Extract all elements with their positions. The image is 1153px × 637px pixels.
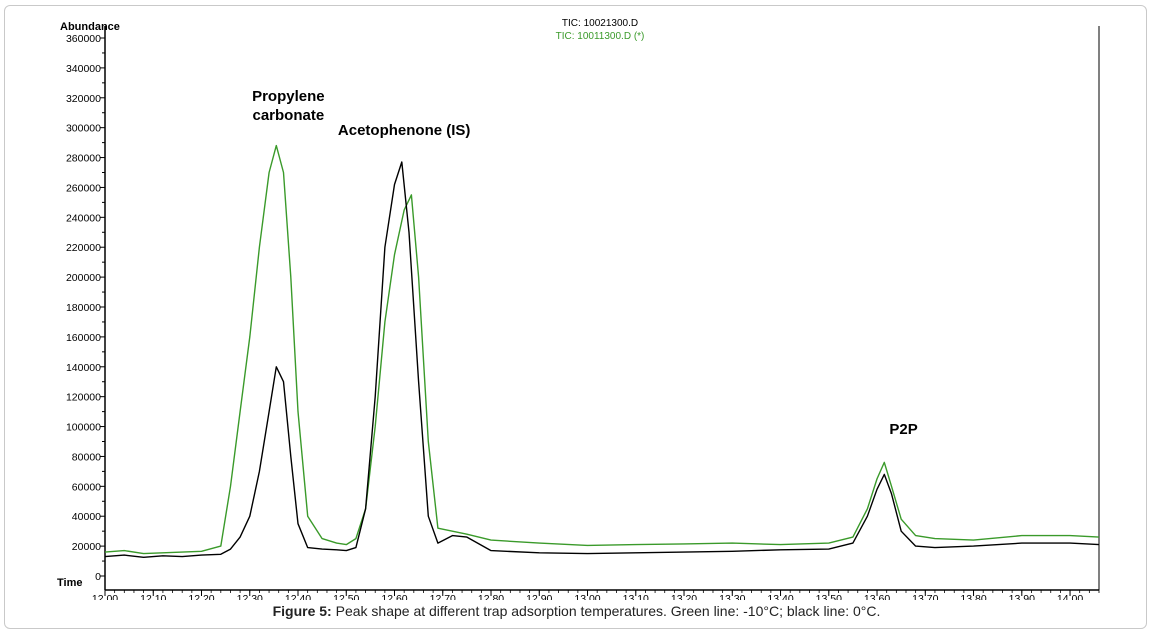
x-tick-label: 12.90 bbox=[526, 593, 552, 600]
x-tick-label: 12.00 bbox=[92, 593, 118, 600]
chromatogram-chart: 0 20000 40000 60000 80000 100000 120000 140000 1… bbox=[57, 18, 1100, 600]
x-tick-label: 12.80 bbox=[478, 593, 504, 600]
y-tick-label: 80000 bbox=[72, 451, 101, 463]
y-tick-label: 60000 bbox=[72, 481, 101, 493]
x-tick-label: 13.50 bbox=[816, 593, 842, 600]
x-tick-label: 13.20 bbox=[671, 593, 697, 600]
x-tick-label: 14.00 bbox=[1057, 593, 1083, 600]
y-tick-label: 100000 bbox=[66, 422, 101, 434]
x-tick-label: 12.50 bbox=[333, 593, 359, 600]
y-tick-label: 180000 bbox=[66, 302, 101, 314]
x-tick-label: 13.30 bbox=[719, 593, 745, 600]
x-tick-label: 13.60 bbox=[864, 593, 890, 600]
x-tick-label: 12.30 bbox=[237, 593, 263, 600]
y-tick-label: 200000 bbox=[66, 272, 101, 284]
y-tick-label: 280000 bbox=[66, 153, 101, 165]
x-axis-label: Time bbox=[57, 577, 82, 589]
caption-text: Peak shape at different trap adsorption … bbox=[331, 603, 881, 619]
y-tick-label: 120000 bbox=[66, 392, 101, 404]
legend-entry-black: TIC: 10021300.D bbox=[562, 18, 638, 29]
y-tick-label: 0 bbox=[95, 571, 101, 583]
x-tick-label: 13.00 bbox=[574, 593, 600, 600]
y-tick-label: 140000 bbox=[66, 362, 101, 374]
x-tick-label: 13.90 bbox=[1009, 593, 1035, 600]
series-line-green bbox=[104, 144, 1100, 555]
peak-annotation: carbonate bbox=[253, 107, 325, 124]
y-tick-label: 320000 bbox=[66, 93, 101, 105]
series-line-black bbox=[104, 161, 1100, 558]
caption-label: Figure 5: bbox=[272, 603, 332, 619]
peak-annotation: P2P bbox=[889, 421, 917, 438]
x-tick-label: 13.40 bbox=[767, 593, 793, 600]
legend-entry-green: TIC: 10011300.D (*) bbox=[556, 31, 645, 42]
y-tick-label: 40000 bbox=[72, 511, 101, 523]
x-tick-label: 12.10 bbox=[140, 593, 166, 600]
x-tick-label: 12.70 bbox=[430, 593, 456, 600]
figure-caption: Figure 5: Peak shape at different trap a… bbox=[0, 603, 1153, 619]
y-tick-label: 300000 bbox=[66, 123, 101, 135]
peak-annotation: Propylene bbox=[252, 88, 325, 105]
y-tick-label: 260000 bbox=[66, 182, 101, 194]
x-tick-label: 13.10 bbox=[623, 593, 649, 600]
y-tick-label: 340000 bbox=[66, 63, 101, 75]
x-tick-label: 13.80 bbox=[960, 593, 986, 600]
y-tick-label: 160000 bbox=[66, 332, 101, 344]
x-tick-label: 12.40 bbox=[285, 593, 311, 600]
figure-frame bbox=[4, 5, 1147, 629]
x-tick-label: 13.70 bbox=[912, 593, 938, 600]
peak-annotation: Acetophenone (IS) bbox=[338, 122, 471, 139]
y-axis-label: Abundance bbox=[60, 21, 120, 33]
x-tick-label: 12.60 bbox=[381, 593, 407, 600]
x-tick-label: 12.20 bbox=[188, 593, 214, 600]
y-tick-label: 240000 bbox=[66, 212, 101, 224]
y-tick-label: 360000 bbox=[66, 33, 101, 45]
y-tick-label: 20000 bbox=[72, 541, 101, 553]
y-tick-label: 220000 bbox=[66, 242, 101, 254]
